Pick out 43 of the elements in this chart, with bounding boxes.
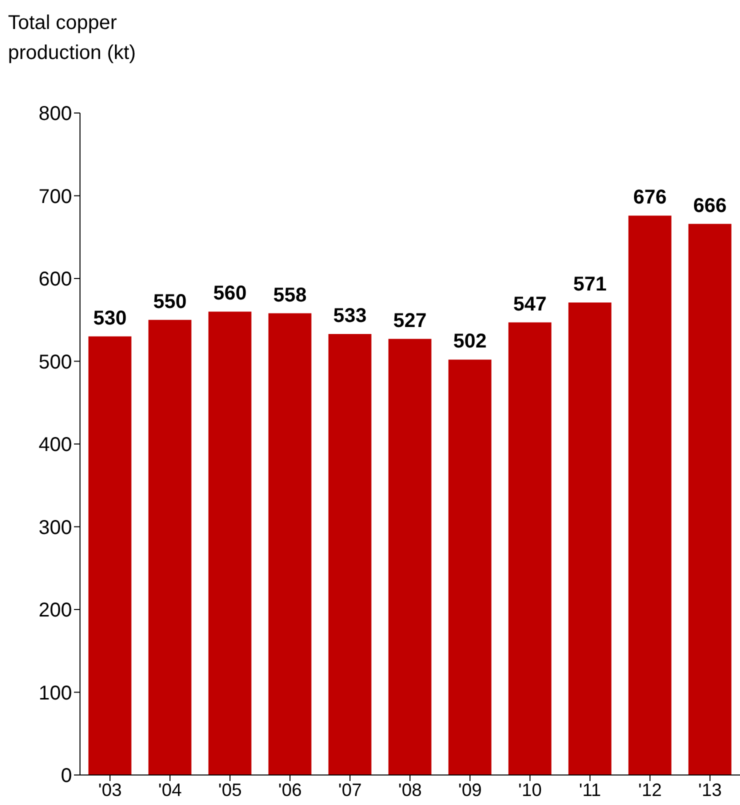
bar: [148, 320, 192, 775]
bar: [628, 216, 672, 775]
data-label: 533: [333, 304, 367, 327]
x-tick-label: '05: [218, 780, 242, 800]
bar: [568, 302, 612, 775]
bar: [388, 338, 432, 775]
data-label: 571: [573, 273, 607, 296]
bar: [268, 313, 312, 775]
data-label: 550: [153, 290, 187, 313]
y-tick-label: 300: [38, 516, 72, 539]
x-tick-label: '07: [338, 780, 362, 800]
y-tick-label: 500: [38, 351, 72, 374]
data-label: 547: [513, 293, 547, 316]
data-label: 527: [393, 310, 427, 332]
y-tick-label: 400: [38, 434, 72, 456]
y-tick-label: 100: [38, 682, 72, 704]
x-tick-label: '06: [278, 780, 302, 800]
data-label: 558: [273, 284, 307, 306]
x-tick-label: '13: [698, 780, 722, 800]
x-tick-label: '12: [638, 780, 662, 800]
data-label: 676: [633, 186, 667, 209]
x-tick-label: '04: [158, 780, 182, 800]
bar: [88, 336, 132, 775]
data-label: 502: [453, 330, 487, 353]
x-tick-label: '10: [518, 780, 542, 800]
bar: [508, 322, 552, 775]
bar: [208, 312, 252, 775]
y-axis-title: Total copper production (kt): [8, 11, 137, 66]
y-tick-label: 700: [38, 186, 72, 208]
data-label: 560: [213, 282, 247, 305]
y-tick-label: 600: [38, 268, 72, 291]
bar: [448, 360, 492, 775]
data-label: 530: [93, 307, 127, 330]
bar: [328, 334, 372, 775]
x-tick-label: '11: [578, 780, 602, 800]
x-tick-label: '03: [98, 780, 122, 800]
x-tick-label: '08: [398, 780, 422, 800]
x-tick-label: '09: [458, 780, 482, 800]
data-label: 666: [693, 194, 727, 217]
bar: [688, 224, 732, 775]
y-tick-label: 800: [38, 103, 72, 126]
y-tick-label: 200: [38, 600, 72, 622]
y-tick-label: 0: [60, 765, 72, 788]
